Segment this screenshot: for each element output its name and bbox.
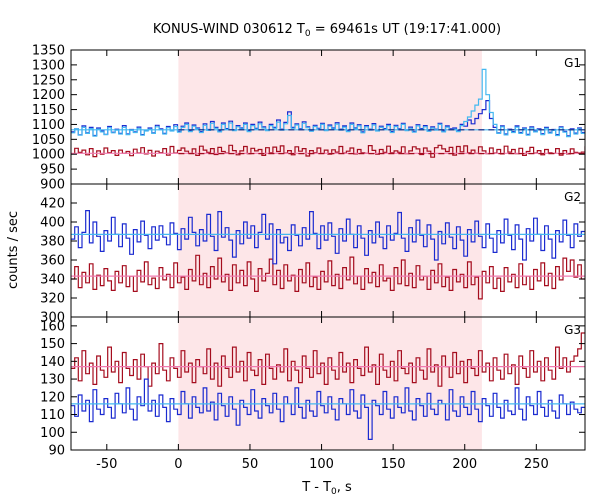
panel-g1-label: G1 xyxy=(564,56,581,70)
panel-g1-series-red xyxy=(71,144,585,158)
panel-g1-y-tick-label: 1100 xyxy=(32,118,65,133)
panel-g2-y-tick-label: 380 xyxy=(40,235,65,250)
panel-g3: 90 100 110 120 130 140 150 160 G3 xyxy=(40,316,586,459)
panel-g1-y-tick-label: 900 xyxy=(40,178,65,193)
x-tick-label: 200 xyxy=(452,457,477,472)
x-tick-label: 100 xyxy=(309,457,334,472)
panel-g1-series-group xyxy=(71,68,585,158)
panel-g1-y-tick-label: 1250 xyxy=(32,73,65,88)
panel-g3-series-blue xyxy=(71,378,585,440)
chart-title-main: KONUS-WIND 030612 T xyxy=(153,22,305,37)
panel-g3-y-tick-label: 160 xyxy=(40,319,65,334)
panel-g1-y-tick-label: 950 xyxy=(40,163,65,178)
x-axis-title-main: T - T xyxy=(301,480,331,495)
panel-g3-y-tick-label: 110 xyxy=(40,408,65,423)
x-tick-label: 250 xyxy=(524,457,549,472)
chart-title-rest: = 69461s UT (19:17:41.000) xyxy=(311,22,501,37)
panel-g2-highlight-region xyxy=(178,184,482,317)
panel-g2: 300 320 340 360 380 400 420 G2 xyxy=(40,183,586,326)
panel-g1-series-cyan xyxy=(71,68,585,138)
y-axis-title: counts / sec xyxy=(6,211,21,289)
panel-g3-series-red xyxy=(71,332,585,387)
panel-g2-series-red xyxy=(71,254,585,300)
panel-g3-label: G3 xyxy=(564,323,581,337)
panel-g3-y-tick-label: 90 xyxy=(48,444,65,459)
x-axis-title-rest: , s xyxy=(337,480,352,495)
panel-g2-y-tick-label: 400 xyxy=(40,216,65,231)
panel-g3-y-tick-label: 140 xyxy=(40,355,65,370)
x-tick-label: 50 xyxy=(242,457,259,472)
panel-g3-y-tick-label: 100 xyxy=(40,426,65,441)
panel-g1-y-tick-label: 1000 xyxy=(32,148,65,163)
chart-title: KONUS-WIND 030612 T0 = 69461s UT (19:17:… xyxy=(153,22,501,39)
x-tick-label: 150 xyxy=(381,457,406,472)
panel-g2-y-tick-label: 360 xyxy=(40,254,65,269)
panel-g1-y-tick-label: 1150 xyxy=(32,103,65,118)
plot-layer: 90095010001050110011501200125013001350G1… xyxy=(32,44,586,472)
chart-title-subscript: 0 xyxy=(305,29,311,39)
panel-g2-y-tick-label: 340 xyxy=(40,273,65,288)
panel-g2-y-tick-label: 420 xyxy=(40,197,65,212)
panel-g2-y-tick-label: 320 xyxy=(40,292,65,307)
x-axis-title: T - T0, s xyxy=(301,480,352,497)
panel-g2-label: G2 xyxy=(564,190,581,204)
panel-g2-series-group xyxy=(71,210,585,300)
x-tick-label: -50 xyxy=(96,457,117,472)
panel-g2-y-tick-label: 300 xyxy=(40,311,65,326)
panel-g1-y-tick-label: 1350 xyxy=(32,44,65,59)
panel-g1-highlight-region xyxy=(178,50,482,184)
panel-g2-series-blue xyxy=(71,210,585,265)
panel-g1-y-tick-label: 1200 xyxy=(32,88,65,103)
x-tick-label: 0 xyxy=(174,457,182,472)
panel-g3-y-tick-label: 150 xyxy=(40,337,65,352)
panel-g3-frame xyxy=(70,316,586,451)
panel-g3-y-tick-label: 130 xyxy=(40,373,65,388)
panel-g1-y-tick-label: 1050 xyxy=(32,133,65,148)
panel-g1-y-tick-label: 1300 xyxy=(32,58,65,73)
panel-g3-highlight-region xyxy=(178,317,482,450)
x-axis-title-subscript: 0 xyxy=(331,487,337,497)
panel-g3-series-group xyxy=(71,332,585,440)
panel-g3-y-tick-label: 120 xyxy=(40,390,65,405)
